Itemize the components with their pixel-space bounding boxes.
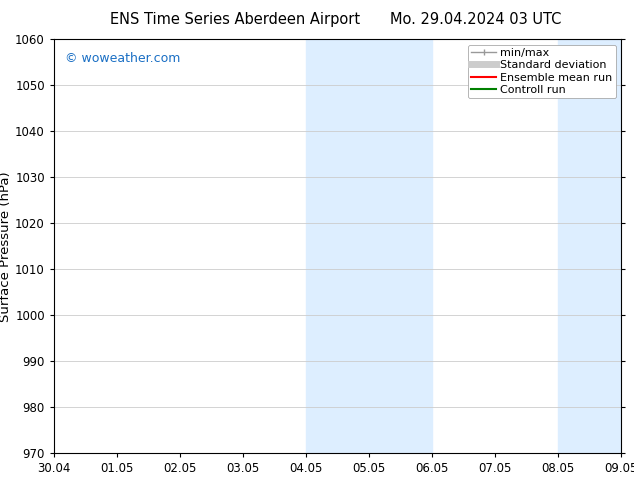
Text: © woweather.com: © woweather.com — [65, 51, 181, 65]
Bar — [306, 39, 432, 453]
Y-axis label: Surface Pressure (hPa): Surface Pressure (hPa) — [0, 171, 12, 321]
Bar — [559, 39, 621, 453]
Legend: min/max, Standard deviation, Ensemble mean run, Controll run: min/max, Standard deviation, Ensemble me… — [468, 45, 616, 98]
Text: Mo. 29.04.2024 03 UTC: Mo. 29.04.2024 03 UTC — [390, 12, 561, 27]
Text: ENS Time Series Aberdeen Airport: ENS Time Series Aberdeen Airport — [110, 12, 359, 27]
